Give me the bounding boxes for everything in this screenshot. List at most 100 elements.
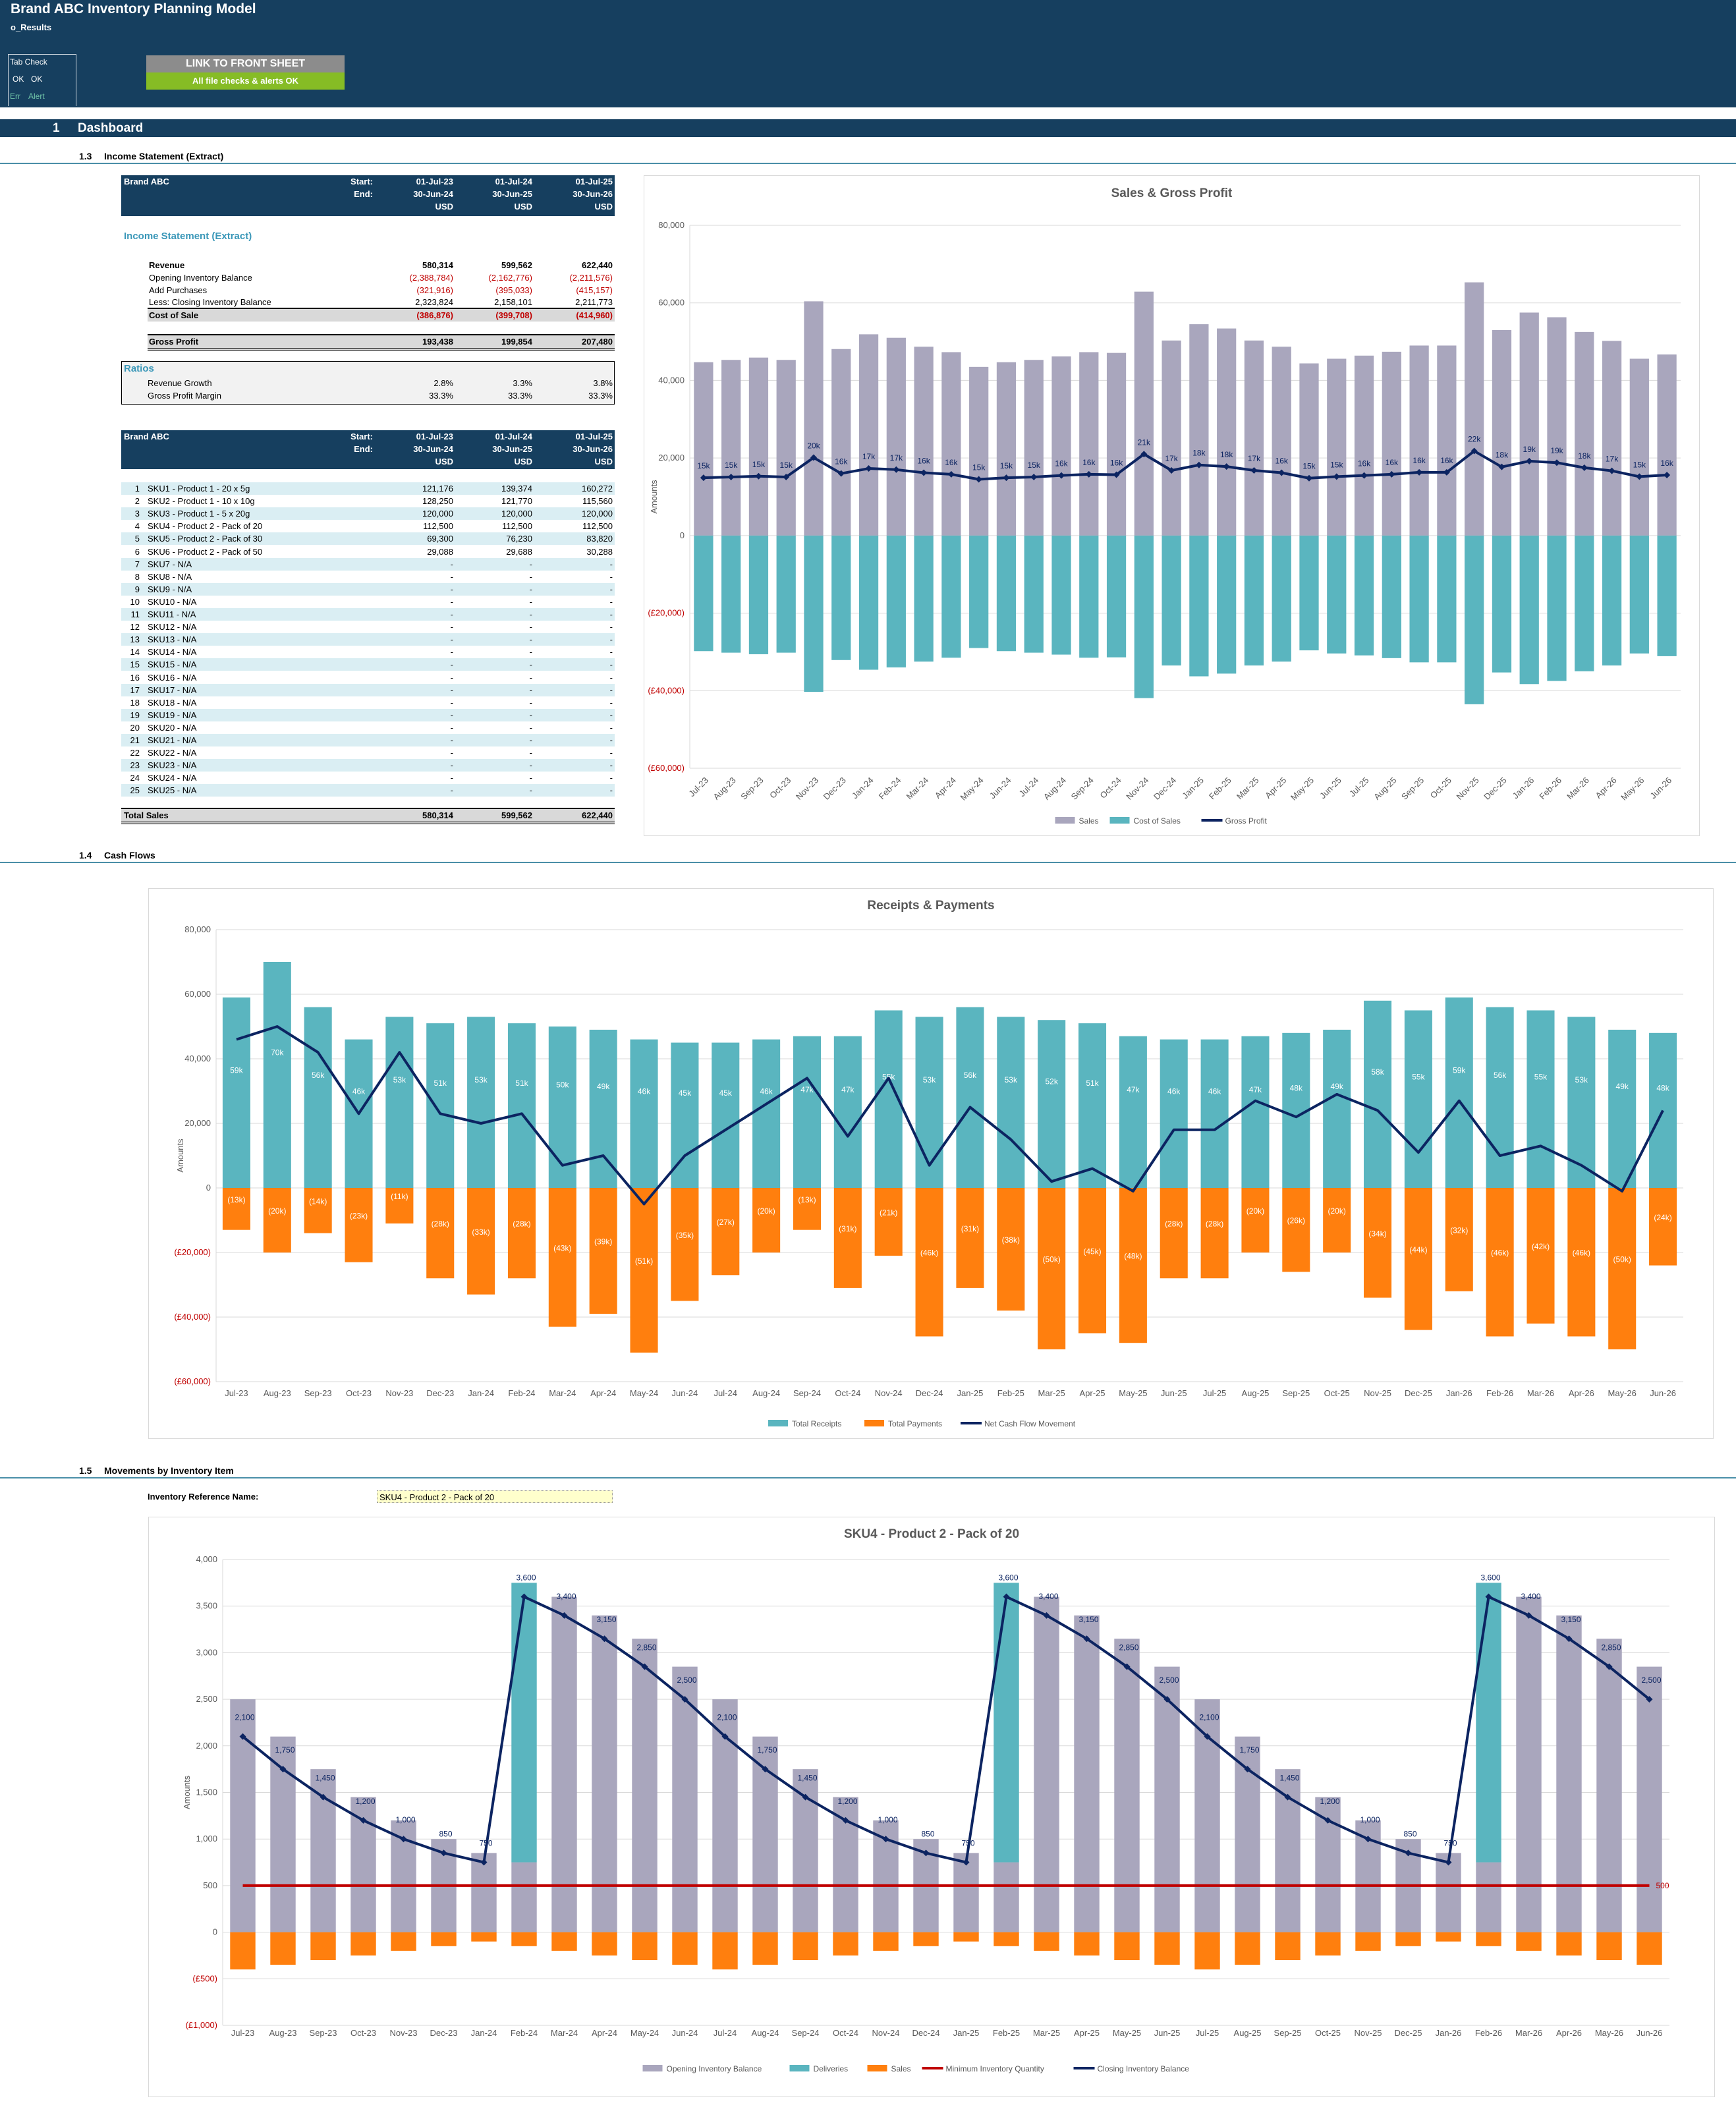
closing-inventory-balance-marker [721, 1733, 729, 1740]
value-cell: - [450, 660, 453, 670]
value-cell: - [529, 571, 532, 582]
sku-name: SKU25 - N/A [148, 785, 197, 796]
sku-number: 3 [134, 509, 140, 519]
value-cell: 193,438 [422, 337, 453, 347]
total-receipts-data-label: 48k [1656, 1083, 1669, 1092]
total-payments-data-label: (31k) [839, 1224, 856, 1233]
closing-inventory-balance-data-label: 2,850 [1119, 1643, 1138, 1652]
cost-of-sales-bar [996, 535, 1017, 652]
gross-profit-data-label: 16k [917, 457, 930, 466]
cost-of-sales-bar [1244, 535, 1264, 666]
total-payments-bar [712, 1188, 740, 1276]
chart-title: Sales & Gross Profit [1111, 186, 1233, 200]
total-payments-data-label: (50k) [1042, 1255, 1060, 1264]
total-payments-data-label: (38k) [1002, 1235, 1020, 1245]
x-tick-label: Aug-25 [1372, 775, 1398, 802]
sku-number: 6 [134, 546, 140, 557]
legend-label: Deliveries [814, 2064, 849, 2073]
period-end: 30-Jun-25 [492, 444, 532, 454]
sku-name: SKU8 - N/A [148, 571, 192, 582]
value-cell: - [609, 722, 613, 733]
closing-inventory-balance-marker [882, 1836, 889, 1843]
gross-profit-marker [783, 473, 790, 480]
sku-name: SKU19 - N/A [148, 710, 197, 720]
total-payments-bar [1526, 1188, 1555, 1324]
gross-profit-marker [1526, 457, 1533, 464]
closing-inventory-balance-marker [1244, 1766, 1251, 1773]
total-receipts-data-label: 53k [923, 1075, 936, 1084]
total-payments-data-label: (14k) [309, 1196, 327, 1206]
y-tick-label: (£20,000) [174, 1247, 211, 1257]
sales-bar [1395, 1932, 1421, 1946]
sales-bar [913, 1932, 939, 1946]
period-end: 30-Jun-24 [413, 444, 453, 454]
cost-of-sales-bar [1354, 535, 1374, 656]
sku-number: 22 [130, 748, 140, 758]
value-cell: 76,230 [506, 534, 532, 544]
total-payments-bar [548, 1188, 576, 1327]
gross-profit-marker [1140, 451, 1148, 458]
ratio-row: Revenue Growth 2.8% 3.3% 3.8% [121, 377, 615, 389]
sku-name: SKU1 - Product 1 - 20 x 5g [148, 484, 250, 493]
legend-label: Closing Inventory Balance [1098, 2064, 1190, 2073]
y-tick-label: (£1,000) [186, 2020, 217, 2030]
section-income-title: Income Statement (Extract) [104, 151, 224, 161]
gross-profit-marker [1388, 470, 1395, 478]
value-cell: - [609, 660, 613, 670]
sku-row: 1 SKU1 - Product 1 - 20 x 5g 121,176 139,37… [121, 482, 615, 495]
link-to-front-sheet-button[interactable]: LINK TO FRONT SHEET [146, 55, 345, 72]
gross-profit-data-label: 19k [1523, 445, 1536, 454]
legend-label: Cost of Sales [1134, 816, 1181, 826]
value-cell: 3.3% [513, 378, 532, 388]
x-tick-label: Sep-24 [792, 2028, 820, 2038]
inventory-ref-input[interactable]: SKU4 - Product 2 - Pack of 20 [377, 1490, 613, 1503]
period-currency: USD [435, 457, 453, 466]
value-cell: - [609, 785, 613, 796]
x-tick-label: Mar-25 [1033, 2028, 1060, 2038]
gross-profit-data-label: 20k [807, 441, 820, 451]
total-receipts-data-label: 46k [760, 1086, 773, 1096]
value-cell: - [529, 596, 532, 607]
total-payments-bar [915, 1188, 943, 1337]
total-payments-data-label: (28k) [513, 1220, 530, 1229]
total-receipts-bar [833, 1036, 862, 1188]
x-tick-label: Apr-26 [1569, 1388, 1594, 1398]
opening-inventory-balance-bar [471, 1853, 497, 1932]
closing-inventory-balance-marker [480, 1859, 488, 1866]
total-payments-bar [426, 1188, 455, 1279]
legend-label: Sales [891, 2064, 911, 2073]
gross-profit-marker [1113, 471, 1120, 478]
y-tick-label: 0 [213, 1927, 217, 1937]
value-cell: 33.3% [508, 391, 532, 401]
gross-profit-data-label: 16k [1413, 456, 1426, 465]
total-payments-data-label: (13k) [798, 1195, 816, 1204]
sku-row: 23 SKU23 - N/A - - - [121, 759, 615, 772]
sku-name: SKU21 - N/A [148, 735, 197, 745]
x-tick-label: Feb-25 [993, 2028, 1020, 2038]
legend-swatch-sales [1055, 817, 1075, 824]
total-payments-bar [1038, 1188, 1066, 1349]
total-receipts-data-label: 46k [1208, 1086, 1221, 1096]
sku-number: 15 [130, 660, 140, 670]
sku-row: 20 SKU20 - N/A - - - [121, 721, 615, 734]
sku-number: 9 [134, 584, 140, 594]
value-cell: - [529, 660, 532, 670]
total-receipts-data-label: 51k [1086, 1079, 1099, 1088]
closing-inventory-balance-marker [681, 1696, 688, 1703]
total-payments-data-label: (48k) [1124, 1252, 1142, 1261]
value-cell: - [450, 722, 453, 733]
end-label: End: [354, 444, 373, 454]
x-tick-label: Mar-25 [1235, 775, 1261, 802]
x-tick-label: Dec-24 [916, 1388, 943, 1398]
x-tick-label: Mar-26 [1565, 775, 1591, 802]
value-cell: 199,854 [501, 337, 532, 347]
ratios-heading: Ratios [124, 363, 154, 374]
dashboard-band: 1 Dashboard [0, 119, 1736, 137]
x-tick-label: Sep-23 [310, 2028, 337, 2038]
x-tick-label: Jul-25 [1347, 775, 1371, 799]
closing-inventory-balance-line [242, 1595, 1650, 1864]
gross-profit-marker [1030, 473, 1038, 480]
total-payments-data-label: (31k) [961, 1224, 979, 1233]
model-header: Brand ABC Inventory Planning Model o_Res… [0, 0, 1736, 107]
period-start: 01-Jul-23 [416, 432, 453, 441]
